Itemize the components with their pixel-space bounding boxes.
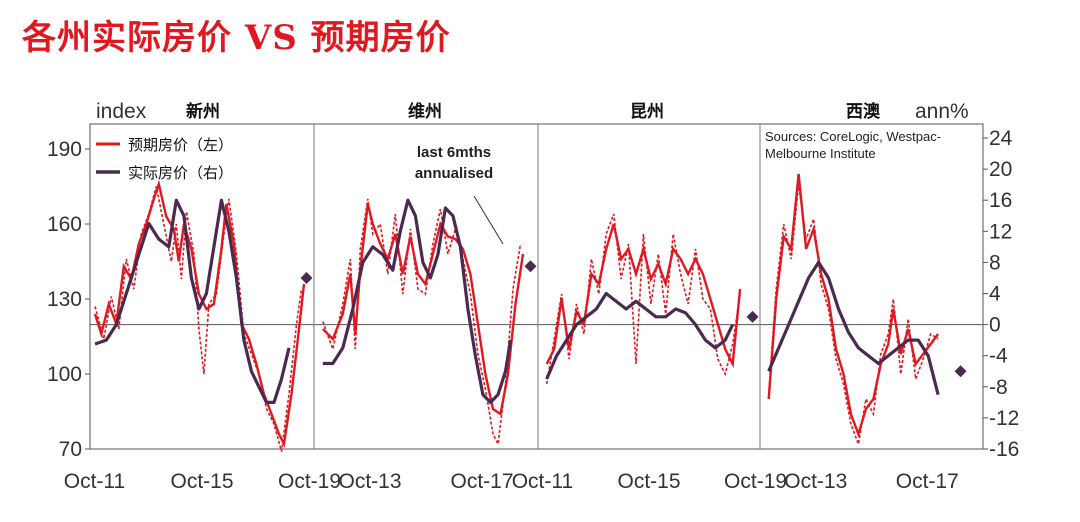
- x-tick-label: Oct-17: [450, 470, 513, 493]
- chart-frame: [89, 123, 984, 450]
- left-axis-label: index: [96, 100, 147, 123]
- legend-label: 实际房价（右）: [128, 164, 233, 182]
- right-tick-label: -4: [989, 345, 1008, 368]
- right-tick-label: 12: [989, 220, 1012, 243]
- x-tick-label: Oct-13: [784, 470, 847, 493]
- annotations: last 6mths annualised Sources: CoreLogic, …: [415, 129, 941, 245]
- panel-label: 维州: [408, 101, 442, 122]
- left-tick-label: 70: [59, 438, 82, 461]
- x-tick-label: Oct-11: [512, 470, 573, 493]
- panel-2: 维州 Oct-13 Oct-17: [321, 101, 537, 493]
- latest-actual-marker: [524, 260, 537, 273]
- latest-actual-marker: [954, 365, 967, 378]
- x-tick-label: Oct-15: [617, 470, 680, 493]
- actual-line: [767, 260, 940, 395]
- right-tick-label: 4: [989, 283, 1001, 306]
- expected-dashed-line: [322, 198, 522, 447]
- expected-line: [321, 203, 525, 417]
- legend-label: 预期房价（左）: [128, 136, 233, 154]
- left-tick-label: 100: [47, 363, 82, 386]
- x-tick-label: Oct-15: [170, 470, 233, 493]
- panel-4: 西澳 Oct-13 Oct-17: [767, 101, 967, 493]
- x-tick-label: Oct-19: [278, 470, 341, 493]
- annotation-pointer: [473, 195, 504, 245]
- x-tick-label: Oct-11: [64, 470, 125, 493]
- axis-ticks: 190 160 130 100 70 24 20 16 12 8 4 0 -4 -8 -12 -16 index…: [47, 100, 1019, 461]
- expected-dashed-line: [94, 186, 303, 452]
- expected-line: [93, 179, 306, 448]
- right-tick-label: -12: [989, 407, 1019, 430]
- panel-label: 昆州: [630, 102, 664, 122]
- annotation-text: annualised: [415, 165, 493, 182]
- x-tick-label: Oct-17: [896, 470, 959, 493]
- panel-label: 新州: [186, 101, 220, 122]
- latest-actual-marker: [300, 271, 313, 284]
- panel-label: 西澳: [846, 101, 881, 122]
- annotation-text: last 6mths: [417, 144, 491, 161]
- right-tick-label: 8: [989, 251, 1001, 274]
- source-text: Melbourne Institute: [765, 146, 876, 161]
- right-tick-label: -16: [989, 438, 1019, 461]
- actual-line: [94, 198, 291, 404]
- left-tick-label: 130: [47, 288, 82, 311]
- actual-line: [322, 198, 513, 404]
- expected-line: [545, 223, 742, 369]
- plot-border: [89, 123, 984, 450]
- expected-line: [767, 173, 940, 438]
- legend: 预期房价（左） 实际房价（右）: [96, 136, 233, 182]
- left-tick-label: 190: [47, 138, 82, 161]
- right-tick-label: 24: [989, 127, 1013, 150]
- right-tick-label: 16: [989, 189, 1012, 212]
- source-text: Sources: CoreLogic, Westpac-: [765, 129, 941, 144]
- chart-panels: 新州 Oct-11 Oct-15 Oct-19 维州 Oct-13 Oct-17 昆州 Oct-…: [64, 101, 967, 493]
- actual-line: [545, 291, 735, 380]
- right-axis-label: ann%: [915, 100, 969, 123]
- left-tick-label: 160: [47, 213, 82, 236]
- right-tick-label: 20: [989, 158, 1012, 181]
- panel-3: 昆州 Oct-11 Oct-15 Oct-19: [512, 102, 787, 493]
- right-tick-label: 0: [989, 314, 1001, 337]
- panel-1: 新州 Oct-11 Oct-15 Oct-19: [64, 101, 341, 493]
- right-tick-label: -8: [989, 376, 1008, 399]
- chart-title: 各州实际房价 VS 预期房价: [22, 18, 451, 58]
- x-tick-label: Oct-13: [338, 470, 401, 493]
- latest-actual-marker: [746, 310, 759, 323]
- x-tick-label: Oct-19: [724, 470, 787, 493]
